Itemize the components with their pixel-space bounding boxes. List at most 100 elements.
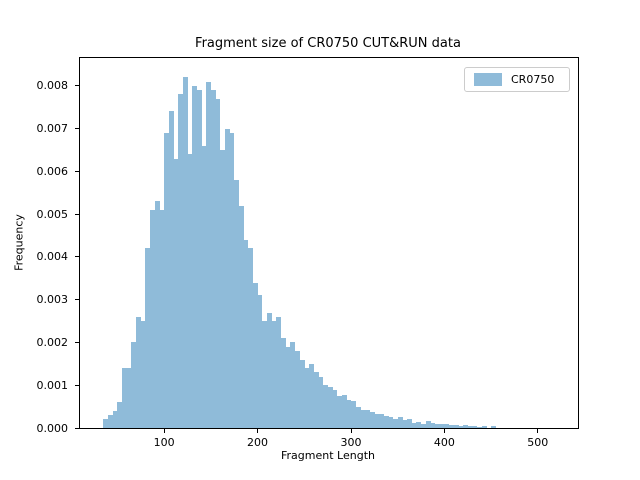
histogram-bar — [346, 400, 352, 428]
x-tick-mark — [443, 429, 445, 433]
y-tick-mark — [75, 256, 79, 258]
x-tick-mark — [537, 429, 539, 433]
histogram-bar — [234, 179, 240, 428]
histogram-bar — [150, 209, 156, 428]
x-tick-label: 200 — [247, 436, 268, 449]
histogram-bar — [425, 421, 431, 428]
x-axis-label: Fragment Length — [281, 449, 375, 462]
histogram-bar — [178, 94, 184, 428]
histogram-bar — [304, 368, 310, 428]
histogram-bar — [318, 376, 324, 428]
histogram-bar — [140, 321, 146, 428]
y-tick-mark — [75, 85, 79, 87]
histogram-bar — [416, 421, 422, 428]
histogram-bar — [360, 410, 366, 428]
histogram-bar — [220, 149, 226, 428]
histogram-bar — [280, 338, 286, 428]
histogram-bar — [103, 419, 109, 428]
histogram-bar — [407, 419, 412, 428]
histogram-bar — [262, 321, 268, 428]
histogram-bar — [248, 248, 254, 428]
y-tick-label: 0.008 — [36, 79, 69, 93]
y-tick-mark — [75, 128, 79, 130]
legend-swatch — [474, 73, 502, 86]
y-tick-mark — [75, 213, 79, 215]
y-tick-label: 0.002 — [36, 336, 69, 349]
histogram-bar — [453, 424, 459, 428]
legend: CR0750 — [464, 67, 570, 92]
histogram-bar — [374, 414, 380, 428]
histogram-bar — [159, 209, 165, 428]
histogram-bar — [108, 415, 113, 428]
legend-label: CR0750 — [511, 73, 555, 86]
histogram-bar — [206, 81, 212, 428]
histogram-bar — [491, 426, 497, 428]
histogram-bar — [411, 422, 417, 428]
histogram-bar — [383, 416, 389, 428]
y-tick-mark — [75, 384, 79, 386]
histogram-bar — [458, 425, 464, 428]
y-tick-label: 0.003 — [36, 293, 69, 307]
y-tick-mark — [75, 342, 79, 343]
histogram-bar — [276, 316, 282, 428]
histogram-bar — [341, 394, 347, 428]
x-tick-label: 300 — [340, 436, 362, 449]
histogram-bar — [136, 316, 142, 428]
histogram-bar — [126, 368, 132, 428]
histogram-bar — [308, 363, 314, 428]
histogram-bar — [271, 321, 277, 428]
histogram-bar — [378, 414, 384, 428]
y-tick-mark — [75, 170, 79, 172]
histogram-bar — [112, 410, 118, 428]
histogram-bar — [266, 312, 272, 428]
y-tick-label: 0.001 — [36, 378, 69, 392]
x-tick-mark — [350, 429, 352, 433]
x-tick-mark — [257, 429, 258, 433]
x-tick-label: 100 — [153, 436, 175, 449]
x-tick-label: 500 — [527, 436, 549, 449]
histogram-bar — [332, 390, 338, 428]
histogram-bar — [402, 420, 408, 428]
histogram-bar — [439, 424, 445, 428]
histogram-bar — [196, 90, 202, 428]
histogram-bars — [80, 58, 578, 428]
histogram-bar — [164, 132, 170, 428]
histogram-bar — [350, 401, 356, 428]
histogram-bar — [192, 85, 198, 428]
plot-area — [79, 57, 579, 429]
histogram-bar — [313, 372, 319, 428]
histogram-bar — [145, 248, 151, 428]
histogram-bar — [290, 342, 296, 428]
histogram-bar — [182, 77, 188, 428]
histogram-bar — [444, 423, 450, 428]
histogram-bar — [285, 346, 291, 428]
histogram-bar — [173, 158, 179, 428]
histogram-bar — [238, 205, 244, 428]
histogram-bar — [299, 359, 305, 428]
histogram-bar — [215, 98, 221, 428]
histogram-bar — [252, 282, 258, 428]
y-tick-label: 0.005 — [36, 207, 69, 221]
histogram-bar — [388, 417, 394, 428]
y-tick-label: 0.007 — [36, 122, 69, 136]
y-tick-mark — [75, 427, 79, 429]
y-tick-label: 0.004 — [36, 250, 69, 264]
histogram-bar — [369, 412, 375, 428]
chart-title: Fragment size of CR0750 CUT&RUN data — [195, 36, 461, 51]
histogram-bar — [201, 145, 207, 428]
histogram-bar — [477, 427, 483, 428]
histogram-bar — [131, 342, 137, 428]
histogram-bar — [257, 295, 263, 428]
histogram-bar — [187, 154, 193, 428]
y-axis-label: Frequency — [12, 214, 26, 271]
histogram-bar — [397, 416, 403, 428]
histogram-bar — [430, 422, 436, 428]
histogram-bar — [154, 201, 160, 428]
histogram-bar — [421, 423, 426, 428]
histogram-bar — [463, 425, 469, 428]
histogram-bar — [364, 409, 370, 428]
y-tick-label: 0.000 — [36, 421, 69, 435]
histogram-bar — [224, 128, 230, 428]
histogram-bar — [355, 407, 361, 428]
